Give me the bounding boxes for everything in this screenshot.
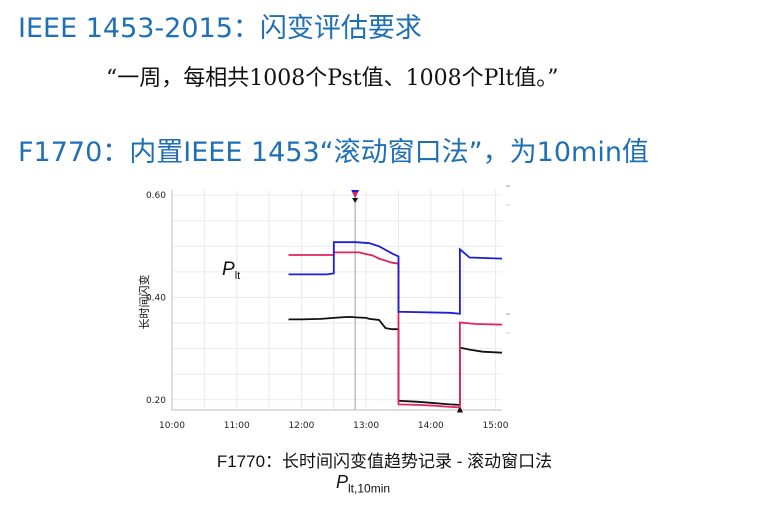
page-subtitle: F1770：内置IEEE 1453“滚动窗口法”，为10min值	[18, 137, 649, 168]
time-cursor[interactable]	[351, 190, 463, 413]
chart-caption-symbol: Plt,10min	[336, 472, 390, 496]
plt-annotation: Plt	[222, 259, 240, 282]
x-tick-label: 12:00	[288, 421, 314, 431]
series-line-c	[288, 241, 503, 315]
grid-lines	[171, 190, 502, 411]
y-tick-label: 0.20	[146, 396, 166, 406]
standard-quote: “一周，每相共1008个Pst值、1008个Plt值。”	[106, 66, 559, 91]
plt-annotation-sub: lt	[235, 270, 241, 282]
x-axis-ticks: 10:00 11:00 12:00 13:00 14:00 15:00	[159, 421, 509, 431]
flicker-trend-chart: 10:00 11:00 12:00 13:00 14:00 15:00 0.200.400…	[130, 182, 510, 444]
plt-annotation-main: P	[222, 259, 235, 280]
x-tick-label: 13:00	[353, 421, 379, 431]
caption-symbol-sub: lt,10min	[348, 481, 391, 496]
y-tick-label: 0.40	[146, 293, 166, 303]
caption-symbol-main: P	[336, 472, 349, 492]
cursor-marker-top-inner	[352, 192, 359, 197]
min-marker	[456, 405, 463, 413]
x-tick-label: 11:00	[224, 421, 250, 431]
x-tick-label: 14:00	[418, 421, 444, 431]
y-axis-label: 长时间闪变	[137, 275, 151, 330]
cursor-marker-secondary	[352, 198, 359, 203]
x-tick-label: 15:00	[483, 421, 509, 431]
y-axis-ticks: 0.20 0.40 0.60	[146, 191, 166, 406]
y-tick-label: 0.60	[146, 191, 166, 201]
chart-caption: F1770：长时间闪变值趋势记录 - 滚动窗口法	[216, 452, 553, 471]
x-tick-label: 10:00	[159, 421, 185, 431]
series-lines	[288, 241, 503, 409]
page-title: IEEE 1453-2015：闪变评估要求	[18, 13, 422, 44]
